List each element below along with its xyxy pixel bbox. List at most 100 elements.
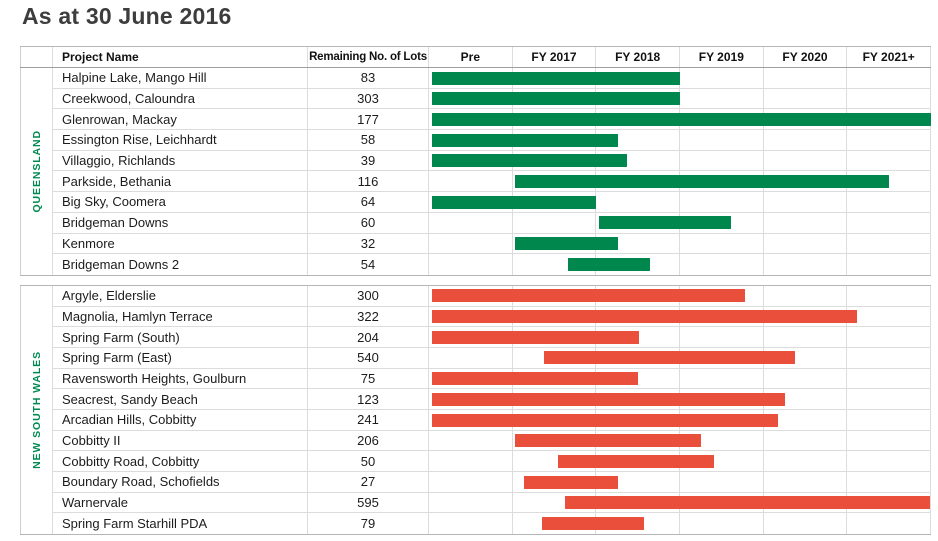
project-name-cell: Parkside, Bethania xyxy=(53,171,308,192)
project-name-cell: Seacrest, Sandy Beach xyxy=(53,389,308,409)
timeline-cell xyxy=(596,327,680,347)
project-name-cell: Boundary Road, Schofields xyxy=(53,472,308,492)
timeline-cell xyxy=(847,212,931,233)
timeline-cell xyxy=(429,492,513,513)
column-header-project-name: Project Name xyxy=(53,47,308,67)
schedule-bar xyxy=(524,475,619,489)
timeline-cell xyxy=(764,472,848,492)
timeline-cell xyxy=(680,192,764,212)
project-row: Spring Farm Starhill PDA 79 xyxy=(53,513,931,535)
remaining-lots-cell: 83 xyxy=(308,68,429,88)
schedule-bar xyxy=(598,216,732,230)
timeline-cell xyxy=(429,233,513,254)
project-row: Ravensworth Heights, Goulburn 75 xyxy=(53,368,931,390)
timeline-cell xyxy=(847,410,931,430)
remaining-lots-cell: 177 xyxy=(308,109,429,130)
section-rows: Halpine Lake, Mango Hill 83 Creekwood, Cal… xyxy=(53,68,931,275)
timeline-cell xyxy=(847,492,931,513)
project-row: Creekwood, Caloundra 303 xyxy=(53,88,931,110)
timeline-cell xyxy=(680,254,764,275)
timeline-cell xyxy=(847,233,931,254)
project-row: Halpine Lake, Mango Hill 83 xyxy=(53,68,931,89)
remaining-lots-cell: 64 xyxy=(308,192,429,212)
state-label: NEW SOUTH WALES xyxy=(30,351,43,469)
project-row: Cobbitty II 206 xyxy=(53,430,931,452)
timeline-cell xyxy=(429,254,513,275)
timeline-cell xyxy=(847,368,931,389)
project-name-cell: Cobbitty II xyxy=(53,430,308,451)
remaining-lots-cell: 54 xyxy=(308,254,429,275)
schedule-bar xyxy=(431,154,627,168)
project-name-cell: Magnolia, Hamlyn Terrace xyxy=(53,306,308,327)
timeline-cell xyxy=(680,513,764,535)
project-row: Essington Rise, Leichhardt 58 xyxy=(53,130,931,151)
timeline-cell xyxy=(680,451,764,472)
timeline-cell xyxy=(680,212,764,233)
project-row: Argyle, Elderslie 300 xyxy=(53,285,931,307)
timeline-cell xyxy=(429,513,513,535)
timeline-cell xyxy=(680,285,764,306)
schedule-bar xyxy=(431,112,931,126)
timeline-cell xyxy=(513,212,597,233)
timeline-cell xyxy=(764,285,848,306)
project-name-cell: Ravensworth Heights, Goulburn xyxy=(53,368,308,389)
remaining-lots-cell: 303 xyxy=(308,88,429,109)
project-row: Magnolia, Hamlyn Terrace 322 xyxy=(53,306,931,328)
column-header-remaining-lots: Remaining No. of Lots xyxy=(308,47,429,67)
header-state-spacer xyxy=(20,47,53,67)
column-header-fy2020: FY 2020 xyxy=(764,47,848,67)
timeline-cell xyxy=(847,150,931,171)
timeline-cell xyxy=(764,254,848,275)
timeline-cell xyxy=(847,347,931,368)
timeline-cell xyxy=(429,347,513,368)
timeline-cell xyxy=(847,430,931,451)
project-row: Parkside, Bethania 116 xyxy=(53,171,931,193)
timeline-cell xyxy=(680,68,764,88)
project-name-cell: Kenmore xyxy=(53,233,308,254)
timeline-cell xyxy=(764,430,848,451)
schedule-bar xyxy=(431,289,745,303)
project-row: Villaggio, Richlands 39 xyxy=(53,150,931,172)
column-header-fy2018: FY 2018 xyxy=(596,47,680,67)
state-label: QUEENSLAND xyxy=(30,130,43,213)
project-row: Spring Farm (East) 540 xyxy=(53,347,931,369)
schedule-bar xyxy=(557,454,714,468)
timeline-cell xyxy=(680,233,764,254)
remaining-lots-cell: 116 xyxy=(308,171,429,192)
schedule-bar xyxy=(544,351,795,365)
timeline-cell xyxy=(680,327,764,347)
timeline-cell xyxy=(764,192,848,212)
timeline-cell xyxy=(847,254,931,275)
timeline-cell xyxy=(680,430,764,451)
project-name-cell: Essington Rise, Leichhardt xyxy=(53,130,308,150)
page-title: As at 30 June 2016 xyxy=(22,3,232,29)
remaining-lots-cell: 300 xyxy=(308,285,429,306)
project-name-cell: Creekwood, Caloundra xyxy=(53,88,308,109)
timeline-cell xyxy=(680,368,764,389)
timeline-cell xyxy=(764,410,848,430)
timeline-cell xyxy=(847,285,931,306)
timeline-cell xyxy=(847,513,931,535)
project-row: Bridgeman Downs 2 54 xyxy=(53,254,931,275)
remaining-lots-cell: 595 xyxy=(308,492,429,513)
project-row: Bridgeman Downs 60 xyxy=(53,212,931,234)
schedule-bar xyxy=(431,372,638,386)
state-label-column: QUEENSLAND xyxy=(20,68,53,275)
timeline-cell xyxy=(847,171,931,192)
project-row: Glenrowan, Mackay 177 xyxy=(53,109,931,131)
timeline-cell xyxy=(764,513,848,535)
table-body: QUEENSLAND Halpine Lake, Mango Hill 83 Cree… xyxy=(20,68,931,536)
timeline-cell xyxy=(513,192,597,212)
remaining-lots-cell: 204 xyxy=(308,327,429,347)
schedule-bar xyxy=(541,516,644,530)
timeline-cell xyxy=(596,254,680,275)
timeline-cell xyxy=(847,130,931,150)
timeline-cell xyxy=(764,368,848,389)
timeline-cell xyxy=(847,327,931,347)
timeline-cell xyxy=(764,389,848,409)
column-header-fy2017: FY 2017 xyxy=(513,47,597,67)
project-name-cell: Glenrowan, Mackay xyxy=(53,109,308,130)
project-row: Warnervale 595 xyxy=(53,492,931,514)
project-name-cell: Big Sky, Coomera xyxy=(53,192,308,212)
